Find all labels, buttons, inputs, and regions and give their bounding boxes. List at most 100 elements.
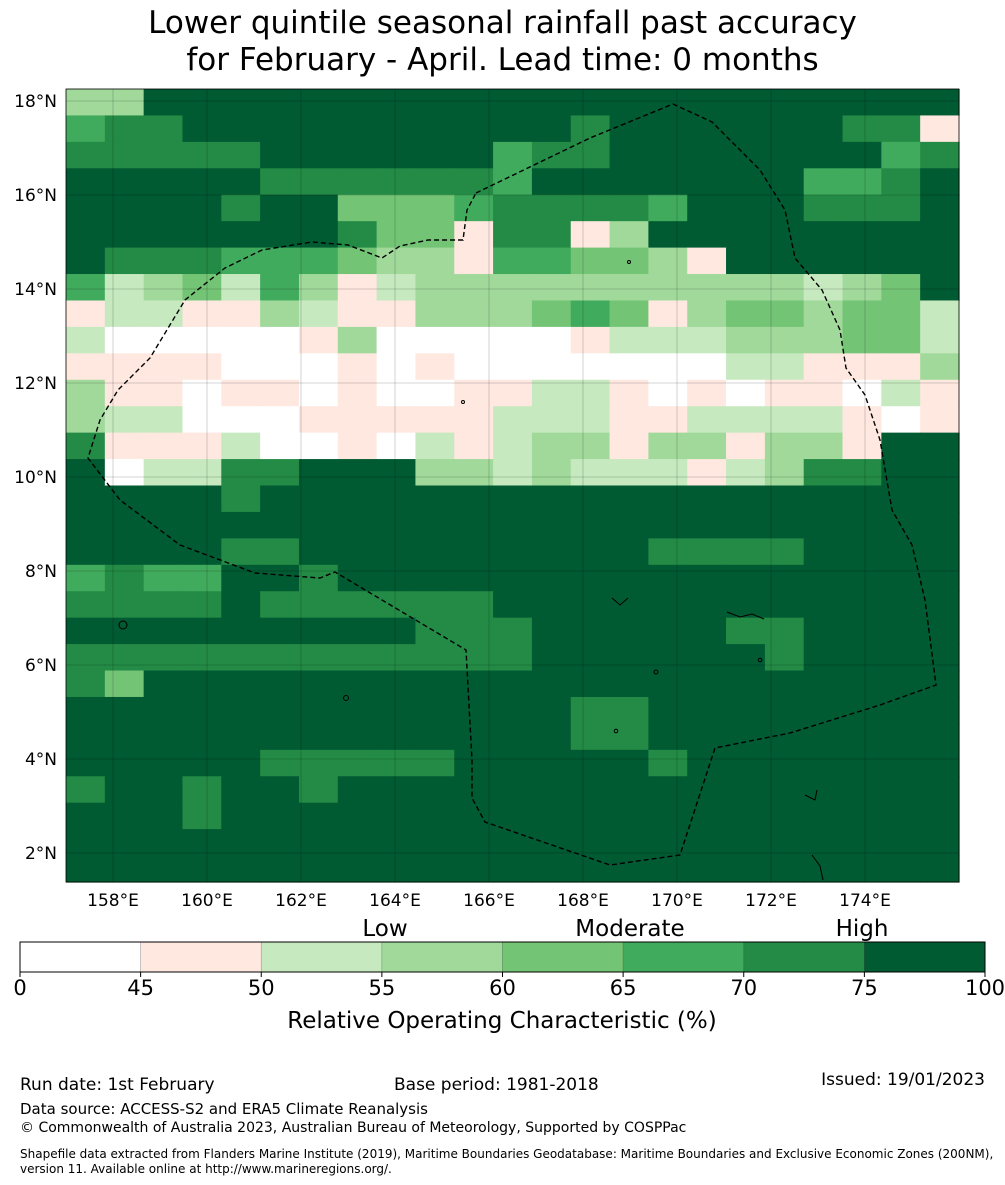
grid-cell: [260, 89, 300, 117]
grid-cell: [687, 141, 727, 169]
grid-cell: [764, 168, 805, 196]
grid-cell: [803, 591, 844, 619]
grid-cell: [454, 115, 494, 143]
grid-cell: [570, 221, 611, 249]
grid-cell: [648, 168, 688, 196]
grid-cell: [104, 564, 145, 592]
grid-cell: [726, 221, 766, 249]
grid-cell: [66, 300, 106, 328]
grid-cell: [415, 406, 455, 434]
longitude-tick-label: 166°E: [463, 891, 515, 911]
grid-cell: [298, 591, 339, 619]
colorbar-tick-label: 50: [248, 976, 275, 1000]
grid-cell: [376, 776, 417, 804]
grid-cell: [920, 379, 960, 407]
latitude-tick-label: 4°N: [25, 750, 57, 770]
grid-cell: [182, 89, 222, 117]
grid-cell: [531, 538, 572, 566]
grid-cell: [454, 591, 494, 619]
grid-cell: [764, 89, 805, 117]
grid-cell: [687, 432, 727, 460]
grid-cell: [570, 829, 611, 857]
grid-cell: [298, 749, 339, 777]
grid-cell: [182, 406, 222, 434]
grid-cell: [454, 247, 494, 275]
grid-cell: [531, 326, 572, 354]
grid-cell: [609, 855, 649, 883]
grid-cell: [881, 459, 921, 487]
grid-cell: [842, 432, 882, 460]
grid-cell: [764, 855, 805, 883]
grid-cell: [493, 564, 533, 592]
grid-cell: [221, 221, 261, 249]
grid-cell: [687, 89, 727, 117]
grid-cell: [66, 538, 106, 566]
grid-cell: [648, 696, 688, 724]
grid-cell: [570, 617, 611, 645]
grid-cell: [764, 300, 805, 328]
grid-cell: [298, 379, 339, 407]
colorbar-segment: [19, 941, 141, 973]
grid-cell: [570, 696, 611, 724]
grid-cell: [260, 538, 300, 566]
grid-cell: [920, 300, 960, 328]
grid-cell: [337, 194, 378, 222]
grid-cell: [764, 459, 805, 487]
grid-cell: [298, 300, 339, 328]
grid-cell: [143, 326, 184, 354]
grid-cell: [803, 644, 844, 672]
grid-cell: [143, 115, 184, 143]
grid-cell: [726, 432, 766, 460]
grid-cell: [415, 776, 455, 804]
grid-cell: [337, 564, 378, 592]
colorbar-segments: [19, 941, 986, 973]
grid-cell: [376, 749, 417, 777]
grid-cell: [260, 644, 300, 672]
grid-cell: [920, 749, 960, 777]
grid-cell: [454, 168, 494, 196]
grid-cell: [531, 855, 572, 883]
data-source: Data source: ACCESS-S2 and ERA5 Climate …: [20, 1100, 428, 1118]
grid-cell: [803, 538, 844, 566]
grid-cell: [842, 617, 882, 645]
grid-cell: [726, 723, 766, 751]
grid-cell: [337, 141, 378, 169]
grid-cell: [182, 326, 222, 354]
grid-cell: [337, 300, 378, 328]
grid-cell: [842, 168, 882, 196]
colorbar-tick-label: 0: [13, 976, 26, 1000]
grid-cell: [376, 511, 417, 539]
grid-cell: [570, 511, 611, 539]
grid-cell: [687, 221, 727, 249]
grid-cell: [415, 141, 455, 169]
grid-cell: [337, 855, 378, 883]
grid-cell: [221, 776, 261, 804]
grid-cell: [764, 591, 805, 619]
grid-cell: [493, 274, 533, 302]
grid-cell: [221, 247, 261, 275]
grid-cell: [415, 247, 455, 275]
grid-cell: [648, 511, 688, 539]
grid-cell: [337, 115, 378, 143]
grid-cell: [182, 511, 222, 539]
grid-cell: [570, 776, 611, 804]
grid-cell: [298, 802, 339, 830]
grid-cell: [920, 406, 960, 434]
grid-cell: [260, 300, 300, 328]
grid-cell: [842, 644, 882, 672]
grid-cell: [143, 511, 184, 539]
grid-cell: [648, 564, 688, 592]
grid-cell: [493, 617, 533, 645]
grid-cell: [182, 696, 222, 724]
grid-cell: [104, 670, 145, 698]
grid-cell: [260, 617, 300, 645]
grid-cell: [454, 855, 494, 883]
latitude-tick-label: 8°N: [25, 562, 57, 582]
grid-cell: [687, 829, 727, 857]
grid-cell: [104, 749, 145, 777]
grid-cell: [609, 406, 649, 434]
grid-cell: [803, 564, 844, 592]
grid-cell: [609, 538, 649, 566]
grid-cell: [376, 564, 417, 592]
grid-cell: [104, 459, 145, 487]
